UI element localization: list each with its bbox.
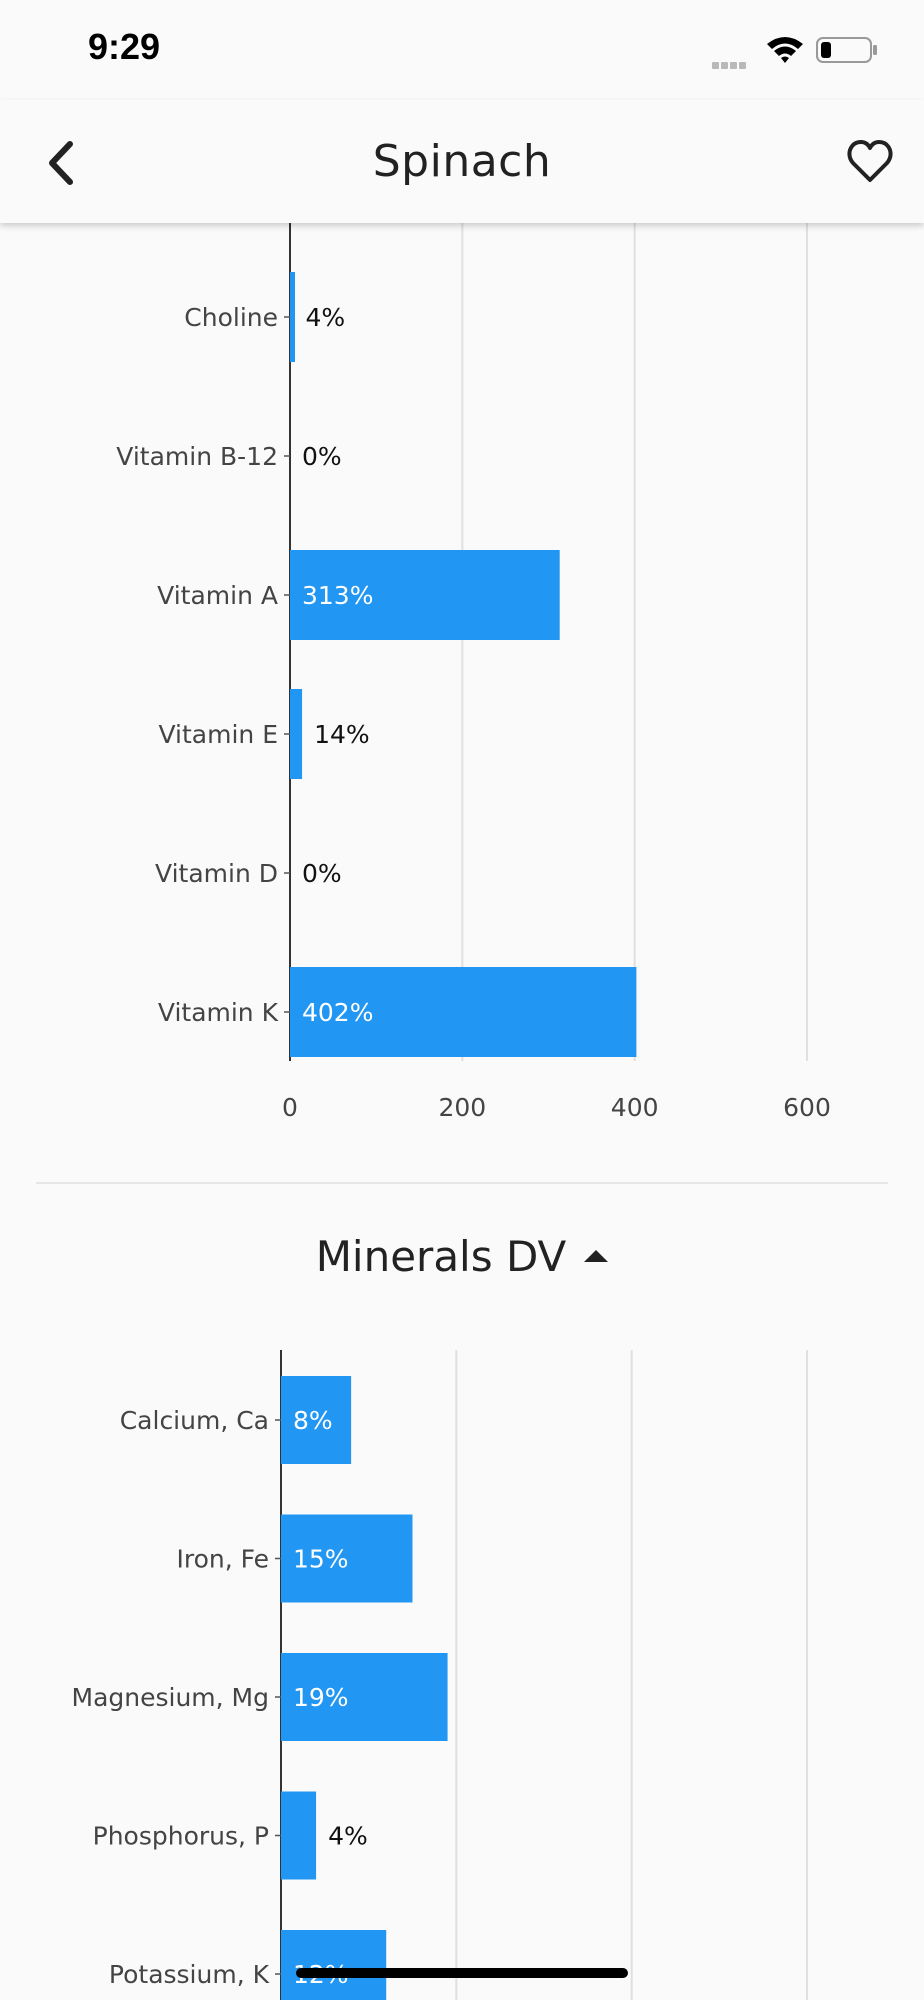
section-divider xyxy=(36,1182,888,1184)
bar xyxy=(281,1930,387,2000)
app-header: Spinach xyxy=(0,100,924,223)
category-label: Potassium, K xyxy=(109,1960,270,1989)
minerals-bar-chart: Calcium, Ca 8% Iron, Fe 15% Magnesium, Mg 19%… xyxy=(72,1350,808,2000)
bar-value-label: 402% xyxy=(302,998,373,1027)
back-chevron-icon[interactable] xyxy=(42,138,82,188)
x-tick-label: 600 xyxy=(783,1093,831,1122)
minerals-section-header[interactable]: Minerals DV xyxy=(0,1226,924,1286)
category-label: Magnesium, Mg xyxy=(72,1683,270,1712)
vitamins-bar-chart: Choline 4% Vitamin B-12 0% Vitamin A 313% Vita… xyxy=(116,223,831,1122)
x-tick-label: 200 xyxy=(438,1093,486,1122)
category-label: Iron, Fe xyxy=(176,1545,269,1574)
bar xyxy=(281,1791,317,1880)
bar xyxy=(290,550,560,640)
bar-value-label: 0% xyxy=(302,859,342,888)
battery-icon xyxy=(816,37,877,63)
bar xyxy=(290,967,637,1057)
bar xyxy=(281,1514,413,1603)
category-label: Vitamin D xyxy=(155,859,278,888)
bar xyxy=(281,1653,448,1741)
category-label: Vitamin A xyxy=(157,581,278,610)
cellular-signal-icon xyxy=(712,54,748,73)
wifi-icon xyxy=(767,37,803,63)
bar-value-label: 313% xyxy=(302,581,373,610)
category-label: Vitamin B-12 xyxy=(116,442,278,471)
favorite-heart-icon[interactable] xyxy=(846,138,894,184)
x-tick-label: 0 xyxy=(282,1093,298,1122)
bar-value-label: 4% xyxy=(328,1822,368,1851)
sort-up-icon[interactable] xyxy=(584,1250,609,1262)
bar-value-label: 8% xyxy=(293,1406,333,1435)
bar xyxy=(281,1376,352,1464)
bar xyxy=(290,689,303,779)
minerals-chart: Calcium, Ca 8% Iron, Fe 15% Magnesium, Mg 19%… xyxy=(0,1350,924,2000)
home-indicator xyxy=(296,1968,628,1978)
status-time: 9:29 xyxy=(88,26,161,67)
bar-value-label: 4% xyxy=(305,303,345,332)
category-label: Choline xyxy=(184,303,278,332)
bar-value-label: 0% xyxy=(302,442,342,471)
category-label: Vitamin E xyxy=(158,720,278,749)
bar xyxy=(290,272,295,362)
category-label: Phosphorus, P xyxy=(93,1822,269,1851)
page-title: Spinach xyxy=(372,136,552,187)
vitamins-chart: Choline 4% Vitamin B-12 0% Vitamin A 313% Vita… xyxy=(0,223,924,1123)
category-label: Vitamin K xyxy=(158,998,279,1027)
bar-value-label: 14% xyxy=(314,720,370,749)
bar-value-label: 15% xyxy=(293,1545,349,1574)
x-tick-label: 400 xyxy=(611,1093,659,1122)
category-label: Calcium, Ca xyxy=(120,1406,269,1435)
bar-value-label: 19% xyxy=(293,1683,349,1712)
minerals-title: Minerals DV xyxy=(315,1231,567,1281)
status-bar: 9:29 xyxy=(0,0,924,100)
